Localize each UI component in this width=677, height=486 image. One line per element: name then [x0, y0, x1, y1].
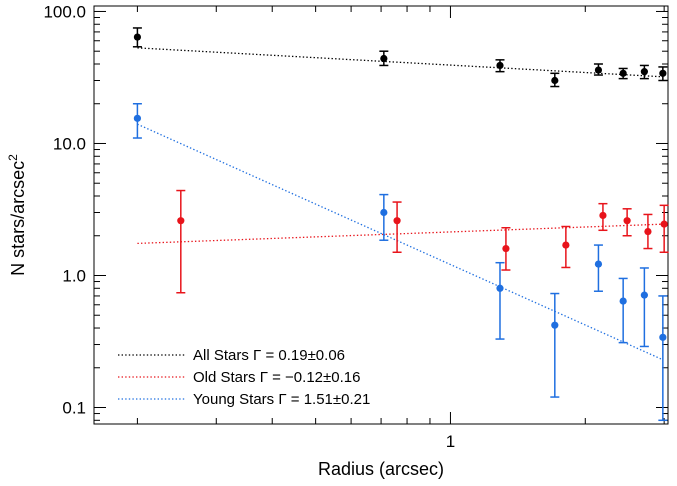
- data-point: [133, 114, 142, 122]
- legend-label-prefix: Old Stars: [193, 369, 260, 386]
- data-point: [599, 211, 607, 220]
- data-point: [496, 61, 504, 70]
- y-tick-label: 100.0: [43, 2, 86, 21]
- legend-label-suffix: = −0.12±0.16: [268, 369, 360, 386]
- data-point: [644, 228, 652, 236]
- legend-gamma-symbol: Γ: [278, 391, 286, 408]
- legend-label-prefix: Young Stars: [193, 391, 278, 408]
- data-point: [551, 321, 559, 329]
- data-point: [496, 284, 504, 292]
- legend-label-suffix: = 1.51±0.21: [287, 391, 371, 408]
- data-point: [659, 69, 667, 77]
- data-point: [660, 220, 668, 228]
- series-1: [176, 189, 669, 294]
- data-point: [623, 217, 631, 225]
- data-point: [393, 217, 401, 225]
- fit-line-series-0: [137, 47, 663, 78]
- tick-labels: 0.1 1.0 10.0 100.0 1: [43, 2, 455, 451]
- y-axis-label-main: N stars/arcsec: [8, 161, 28, 276]
- legend-gamma-symbol: Γ: [253, 347, 261, 364]
- y-axis-label: N stars/arcsec2: [6, 154, 28, 276]
- legend-label-series-2: Young Stars Γ = 1.51±0.21: [193, 391, 370, 408]
- fit-line-series-2: [137, 123, 664, 361]
- data-points: [132, 27, 669, 422]
- legend-label-series-0: All Stars Γ = 0.19±0.06: [193, 347, 345, 364]
- data-point: [380, 54, 388, 63]
- x-tick-label: 1: [446, 432, 455, 451]
- y-tick-label: 1.0: [62, 266, 86, 285]
- y-tick-label: 0.1: [62, 399, 86, 418]
- data-point: [640, 68, 648, 76]
- data-point: [177, 217, 185, 225]
- data-point: [562, 241, 570, 249]
- data-point: [594, 260, 603, 268]
- data-point: [619, 69, 627, 77]
- data-point: [551, 76, 559, 85]
- data-point: [659, 333, 667, 341]
- y-tick-label: 10.0: [53, 134, 86, 153]
- legend-label-suffix: = 0.19±0.06: [261, 347, 345, 364]
- data-point: [619, 297, 627, 305]
- fit-line-series-1: [137, 223, 665, 245]
- data-point: [594, 66, 603, 74]
- legend-gamma-symbol: Γ: [260, 369, 268, 386]
- y-axis-label-superscript: 2: [6, 154, 20, 161]
- fit-lines: [137, 47, 665, 361]
- data-point: [133, 33, 142, 41]
- x-axis-label: Radius (arcsec): [318, 459, 444, 479]
- data-point: [502, 244, 510, 253]
- data-point: [380, 208, 388, 217]
- legend-label-prefix: All Stars: [193, 347, 253, 364]
- legend-label-series-1: Old Stars Γ = −0.12±0.16: [193, 369, 360, 386]
- data-point: [640, 291, 648, 299]
- series-0: [132, 27, 668, 88]
- series-2: [132, 102, 668, 422]
